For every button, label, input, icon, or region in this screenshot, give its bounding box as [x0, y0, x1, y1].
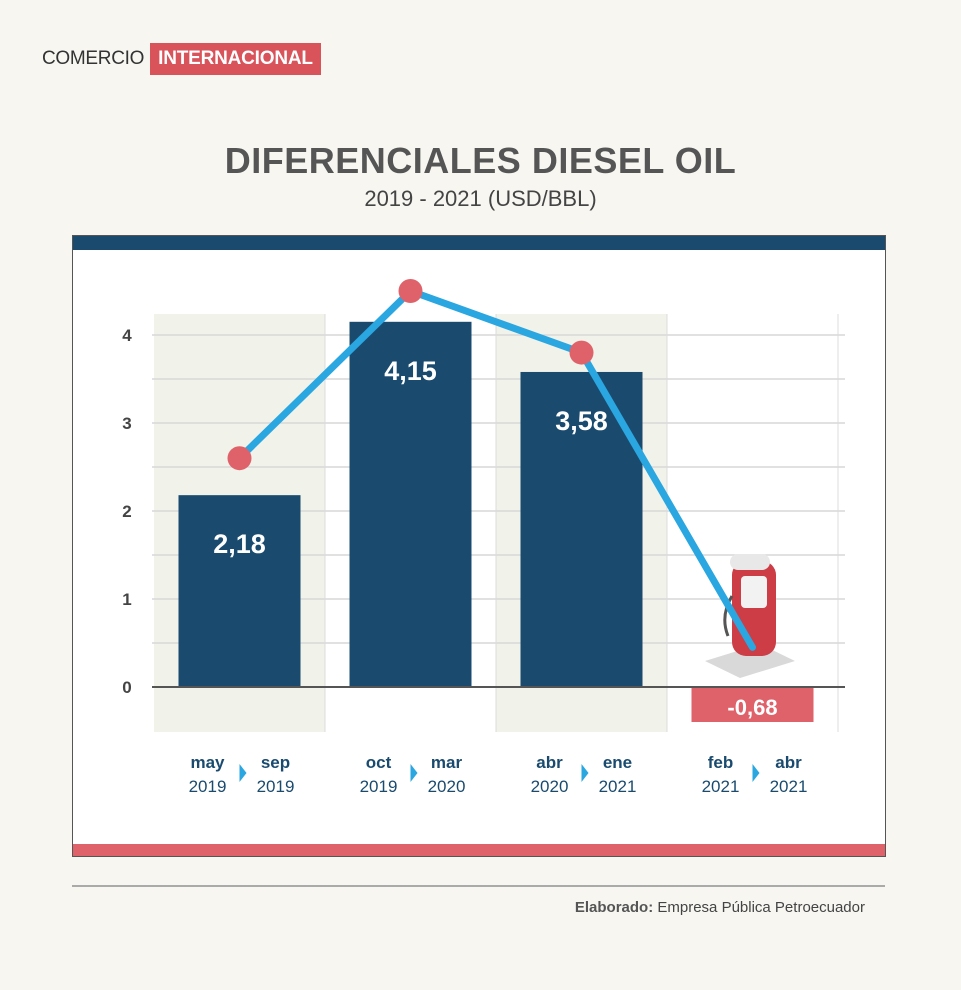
bar [691, 687, 814, 722]
category-to-year: 2020 [428, 777, 466, 796]
trend-marker [569, 340, 594, 365]
y-tick-label: 2 [122, 502, 131, 521]
y-tick-label: 1 [122, 590, 131, 609]
trend-line [236, 287, 756, 651]
fuel-pump-base-icon [705, 644, 795, 678]
panel-bottom-stripe [73, 844, 885, 856]
chart-svg: 0 1 2 3 4 2,18 4,15 3,58 -0,68 may 2019 sep 2019 oct 2… [122, 279, 845, 796]
fuel-pump-screen-icon [741, 576, 767, 608]
bar-value-label: 3,58 [555, 406, 608, 436]
category-to-month: ene [603, 753, 632, 772]
bar-value-label: 2,18 [213, 529, 266, 559]
brand-tag: INTERNACIONAL [150, 43, 321, 75]
panel-top-stripe [73, 236, 885, 250]
chart-subtitle: 2019 - 2021 (USD/BBL) [364, 186, 597, 211]
fuel-hose-icon [723, 595, 734, 637]
arrow-right-icon [752, 764, 760, 782]
trend-marker [227, 446, 252, 471]
brand-plain-text: COMERCIO [42, 48, 145, 69]
arrow-right-icon [581, 764, 589, 782]
bar-value-label: 4,15 [384, 356, 437, 386]
chart-panel: 0 1 2 3 4 2,18 4,15 3,58 -0,68 may 2019 sep 2019 oct 2… [72, 235, 886, 857]
arrow-right-icon [410, 764, 418, 782]
category-to-year: 2019 [257, 777, 295, 796]
category-from-year: 2019 [189, 777, 227, 796]
bar [178, 495, 301, 687]
category-to-year: 2021 [770, 777, 808, 796]
arrow-right-icon [239, 764, 247, 782]
category-from-year: 2021 [702, 777, 740, 796]
y-tick-label: 4 [122, 326, 132, 345]
category-to-month: sep [261, 753, 290, 772]
trend-marker [398, 279, 423, 303]
fuel-pump-top-icon [730, 554, 770, 570]
category-to-month: mar [431, 753, 463, 772]
chart-title: DIFERENCIALES DIESEL OIL [224, 140, 737, 181]
category-from-month: may [190, 753, 225, 772]
category-from-month: feb [708, 753, 734, 772]
brand-logo: COMERCIO INTERNACIONAL [42, 42, 321, 76]
footer-label: Elaborado: [574, 899, 654, 916]
category-from-year: 2019 [360, 777, 398, 796]
category-from-year: 2020 [531, 777, 569, 796]
category-from-month: abr [536, 753, 563, 772]
category-to-year: 2021 [599, 777, 637, 796]
footer-text: Empresa Pública Petroecuador [657, 899, 865, 916]
y-tick-label: 0 [122, 678, 131, 697]
fuel-pump-icon [732, 561, 776, 656]
category-from-month: oct [366, 753, 392, 772]
category-to-month: abr [775, 753, 802, 772]
bar-value-label: -0,68 [727, 695, 777, 720]
bar [349, 321, 472, 687]
y-tick-label: 3 [122, 414, 131, 433]
footer-divider [72, 885, 885, 887]
footer-credit: Elaborado: Empresa Pública Petroecuador [575, 899, 865, 916]
